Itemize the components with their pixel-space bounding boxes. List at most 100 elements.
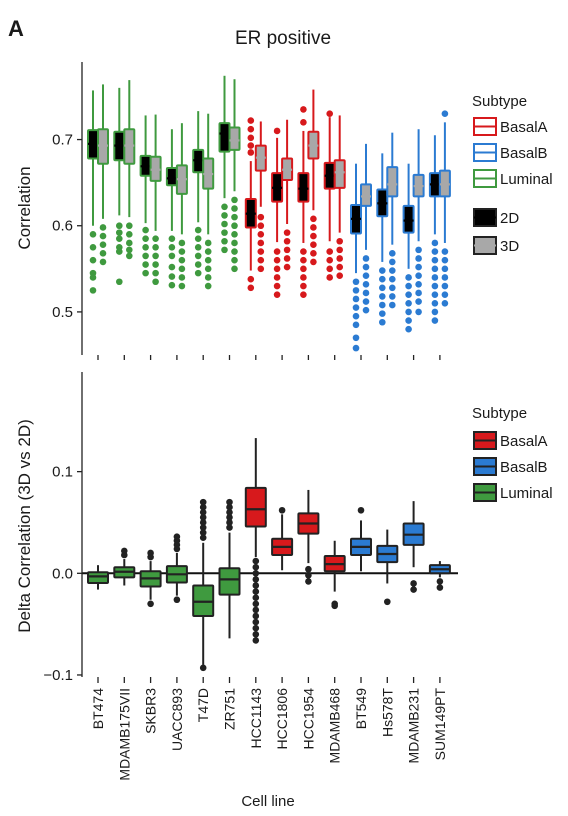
outlier-point	[231, 248, 238, 255]
outlier-point	[168, 273, 176, 280]
outlier-point	[331, 602, 339, 610]
outlier-point	[362, 281, 370, 288]
x-tick-label: Hs578T	[379, 688, 395, 737]
outlier-point	[441, 274, 449, 281]
box-2d	[428, 135, 441, 324]
outlier-point	[204, 265, 212, 273]
outlier-point	[142, 269, 149, 277]
outlier-point	[352, 304, 360, 311]
box-3d	[412, 129, 425, 316]
box-2d	[218, 75, 231, 254]
outlier-point	[379, 284, 386, 292]
legend-title: Subtype	[472, 93, 527, 110]
delta-box	[244, 438, 267, 644]
outlier-point	[431, 308, 439, 316]
outlier-point	[247, 275, 255, 283]
outlier-point	[221, 246, 228, 254]
outlier-point	[204, 282, 212, 290]
outlier-point	[116, 229, 123, 236]
outlier-point	[300, 274, 307, 281]
outlier-point	[199, 529, 207, 536]
outlier-point	[252, 563, 260, 571]
box-3d	[202, 113, 215, 290]
delta-box	[87, 565, 109, 590]
delta-box	[376, 529, 399, 606]
y-tick-label: 0.7	[52, 132, 73, 149]
outlier-point	[431, 299, 439, 307]
box-3d	[360, 143, 372, 314]
x-tick-label: MDAMB468	[327, 688, 343, 764]
outlier-point	[168, 252, 176, 260]
outlier-point	[231, 196, 238, 204]
outlier-point	[384, 598, 391, 606]
outlier-point	[121, 547, 128, 555]
outlier-point	[252, 600, 260, 608]
x-tick-label: UACC893	[169, 688, 185, 751]
bottom-chart: −0.1 0.0 0.1 BT474 MDAMB175VII SKBR3 UACC893 T…	[15, 372, 458, 810]
top-chart-boxes	[87, 75, 451, 352]
outlier-point	[283, 237, 291, 245]
box-2d	[113, 87, 126, 286]
legend-label: 3D	[500, 238, 519, 255]
outlier-point	[300, 282, 307, 290]
outlier-point	[273, 265, 281, 273]
outlier-point	[441, 265, 449, 273]
outlier-point	[336, 237, 344, 245]
box-body	[402, 204, 415, 234]
outlier-point	[231, 231, 238, 238]
x-tick-label: HCC1954	[300, 688, 316, 750]
outlier-point	[441, 248, 449, 255]
outlier-point	[379, 275, 386, 283]
legend-label: BasalB	[500, 145, 548, 162]
outlier-point	[89, 231, 97, 238]
outlier-point	[178, 239, 186, 247]
outlier-point	[199, 524, 207, 531]
outlier-point	[231, 205, 238, 212]
panel-letter: A	[8, 16, 24, 41]
delta-box	[350, 506, 372, 572]
delta-box	[139, 549, 162, 608]
legend-label: Luminal	[500, 485, 553, 502]
x-tick-label: MDAMB231	[406, 688, 422, 764]
outlier-point	[231, 222, 238, 230]
outlier-point	[362, 272, 370, 280]
box-body	[87, 571, 109, 584]
outlier-point	[310, 241, 317, 248]
outlier-point	[441, 110, 449, 118]
x-tick-label: HCC1806	[274, 688, 290, 750]
box-2d	[139, 115, 152, 277]
outlier-point	[168, 281, 176, 289]
outlier-point	[431, 256, 439, 264]
outlier-point	[247, 149, 255, 156]
outlier-point	[231, 239, 238, 247]
outlier-point	[252, 624, 260, 632]
outlier-point	[168, 243, 176, 251]
outlier-point	[352, 344, 360, 352]
outlier-point	[300, 119, 307, 126]
outlier-point	[300, 106, 307, 113]
outlier-point	[226, 524, 233, 531]
box-2d	[323, 110, 336, 281]
box-3d	[97, 84, 109, 266]
x-tick-label: HCC1143	[248, 688, 264, 749]
box-3d	[307, 89, 320, 266]
outlier-point	[252, 637, 260, 644]
outlier-point	[336, 263, 344, 271]
outlier-point	[257, 213, 265, 221]
outlier-point	[326, 110, 334, 118]
outlier-point	[273, 274, 281, 281]
outlier-point	[178, 274, 186, 281]
box-2d	[244, 117, 257, 292]
legend-label: BasalA	[500, 433, 548, 450]
outlier-point	[257, 231, 265, 238]
outlier-point	[352, 334, 360, 342]
outlier-point	[410, 586, 417, 593]
outlier-point	[99, 232, 107, 240]
outlier-point	[283, 229, 291, 236]
outlier-point	[116, 248, 123, 255]
delta-box	[297, 489, 320, 585]
outlier-point	[199, 519, 207, 526]
delta-box	[192, 498, 215, 672]
outlier-point	[336, 272, 344, 280]
outlier-point	[178, 282, 186, 290]
